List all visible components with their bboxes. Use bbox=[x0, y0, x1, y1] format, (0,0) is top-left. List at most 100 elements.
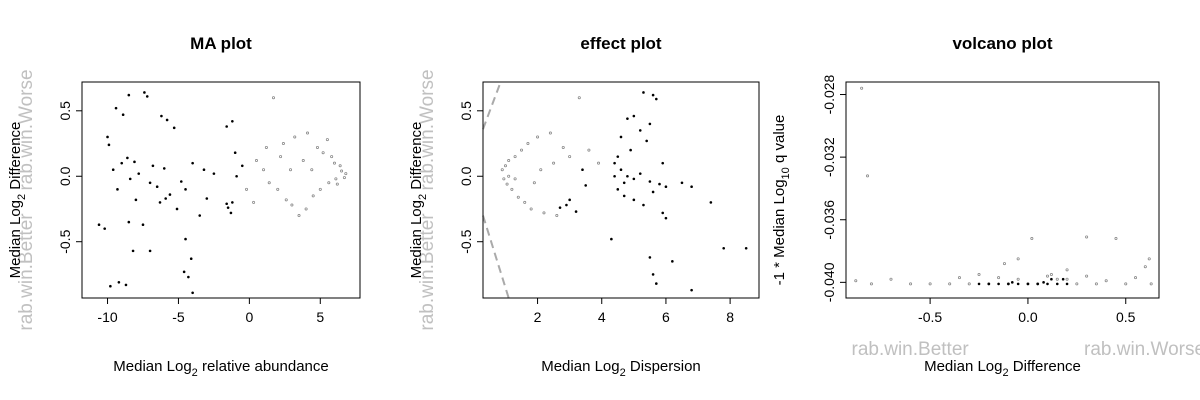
data-point-significant bbox=[231, 119, 234, 123]
data-point-significant bbox=[1026, 282, 1030, 286]
data-point-significant bbox=[240, 164, 244, 168]
y-axis-label-suffix: Difference bbox=[7, 122, 24, 194]
data-point-not-significant bbox=[1016, 277, 1020, 281]
data-point-significant bbox=[131, 249, 135, 253]
data-point-not-significant bbox=[967, 282, 971, 286]
y-tick-label: -0.5 bbox=[458, 229, 474, 253]
data-point-not-significant bbox=[311, 194, 315, 198]
data-point-not-significant bbox=[318, 187, 322, 191]
data-point-not-significant bbox=[1085, 235, 1089, 239]
data-point-not-significant bbox=[264, 145, 268, 149]
y-axis-label-suffix: Difference bbox=[408, 122, 425, 194]
data-point-significant bbox=[622, 181, 626, 185]
reference-line-1 bbox=[482, 81, 502, 130]
data-point-significant bbox=[645, 139, 648, 143]
data-point-not-significant bbox=[1124, 282, 1128, 286]
data-point-significant bbox=[141, 223, 145, 226]
y-axis-label-subscript: 10 bbox=[780, 167, 792, 179]
data-point-significant bbox=[114, 106, 118, 110]
x-axis-label-suffix: Dispersion bbox=[626, 358, 701, 375]
data-point-not-significant bbox=[310, 168, 314, 172]
data-point-significant bbox=[106, 135, 109, 139]
data-point-significant bbox=[648, 122, 652, 126]
data-point-not-significant bbox=[587, 148, 591, 152]
data-point-significant bbox=[680, 181, 684, 185]
data-point-significant bbox=[1016, 282, 1020, 286]
data-point-not-significant bbox=[1030, 237, 1034, 241]
data-point-not-significant bbox=[284, 198, 288, 202]
data-point-significant bbox=[648, 180, 652, 183]
data-point-significant bbox=[111, 168, 115, 172]
data-point-not-significant bbox=[332, 161, 336, 165]
data-point-not-significant bbox=[1075, 282, 1079, 286]
data-point-significant bbox=[709, 201, 713, 204]
data-point-significant bbox=[613, 174, 616, 178]
data-point-significant bbox=[172, 126, 176, 130]
data-point-significant bbox=[987, 282, 991, 286]
data-point-significant bbox=[133, 160, 136, 164]
x-axis-label-prefix: Median Log bbox=[924, 358, 1002, 375]
data-point-not-significant bbox=[507, 174, 511, 178]
side-label-worse: rab.win.Worse bbox=[16, 69, 37, 190]
data-point-significant bbox=[655, 282, 658, 285]
data-point-significant bbox=[205, 197, 209, 200]
data-point-not-significant bbox=[502, 177, 506, 181]
y-tick-label: 0.0 bbox=[57, 166, 73, 186]
data-point-significant bbox=[1046, 282, 1049, 286]
data-point-significant bbox=[610, 237, 613, 241]
x-axis-label-suffix: relative abundance bbox=[198, 358, 329, 375]
data-point-not-significant bbox=[1002, 262, 1006, 266]
data-point-significant bbox=[189, 257, 193, 261]
data-point-significant bbox=[1036, 282, 1040, 286]
data-point-significant bbox=[565, 203, 568, 207]
data-point-not-significant bbox=[909, 282, 913, 286]
data-point-not-significant bbox=[542, 211, 546, 215]
data-point-not-significant bbox=[279, 155, 283, 159]
data-point-not-significant bbox=[1149, 282, 1153, 286]
data-point-not-significant bbox=[529, 207, 533, 211]
data-point-significant bbox=[128, 177, 132, 181]
data-point-not-significant bbox=[252, 200, 256, 204]
data-point-significant bbox=[148, 181, 152, 185]
data-point-significant bbox=[191, 161, 194, 165]
data-point-significant bbox=[616, 188, 620, 191]
data-point-significant bbox=[619, 135, 623, 139]
data-point-significant bbox=[997, 282, 1000, 286]
data-point-significant bbox=[664, 185, 668, 189]
y-tick-label: 0.0 bbox=[458, 166, 474, 186]
data-point-significant bbox=[613, 161, 616, 165]
x-tick-label: 6 bbox=[662, 309, 670, 325]
data-point-significant bbox=[651, 190, 655, 194]
data-point-significant bbox=[184, 188, 187, 191]
data-point-significant bbox=[117, 280, 121, 284]
data-point-not-significant bbox=[262, 168, 266, 172]
x-axis-label: Median Log2 relative abundance bbox=[113, 358, 328, 379]
x-axis-label-subscript: 2 bbox=[620, 367, 626, 379]
y-axis-label: -1 * Median Log10 q value bbox=[771, 115, 792, 286]
data-point-significant bbox=[120, 161, 124, 165]
side-label-better: rab.win.Better bbox=[417, 213, 438, 331]
data-point-significant bbox=[632, 198, 636, 202]
data-point-not-significant bbox=[507, 159, 511, 163]
data-point-not-significant bbox=[281, 142, 285, 146]
data-point-significant bbox=[233, 151, 237, 154]
data-point-not-significant bbox=[1094, 282, 1098, 286]
data-point-not-significant bbox=[552, 161, 556, 165]
data-point-not-significant bbox=[290, 203, 294, 207]
data-point-significant bbox=[584, 184, 587, 187]
data-point-not-significant bbox=[577, 96, 581, 100]
data-point-not-significant bbox=[321, 151, 325, 155]
data-point-significant bbox=[744, 246, 748, 250]
data-point-not-significant bbox=[1065, 268, 1069, 272]
y-axis-label-prefix: Median Log bbox=[408, 200, 425, 278]
data-point-not-significant bbox=[1134, 276, 1138, 280]
data-point-significant bbox=[658, 182, 661, 186]
data-point-significant bbox=[626, 117, 629, 120]
y-tick-label: -0.040 bbox=[821, 262, 837, 302]
data-point-not-significant bbox=[325, 138, 329, 142]
data-point-significant bbox=[638, 172, 642, 175]
y-axis-label-prefix: -1 * Median Log bbox=[771, 179, 788, 285]
y-axis-label: Median Log2 Difference bbox=[408, 122, 429, 279]
data-point-significant bbox=[1050, 277, 1053, 281]
